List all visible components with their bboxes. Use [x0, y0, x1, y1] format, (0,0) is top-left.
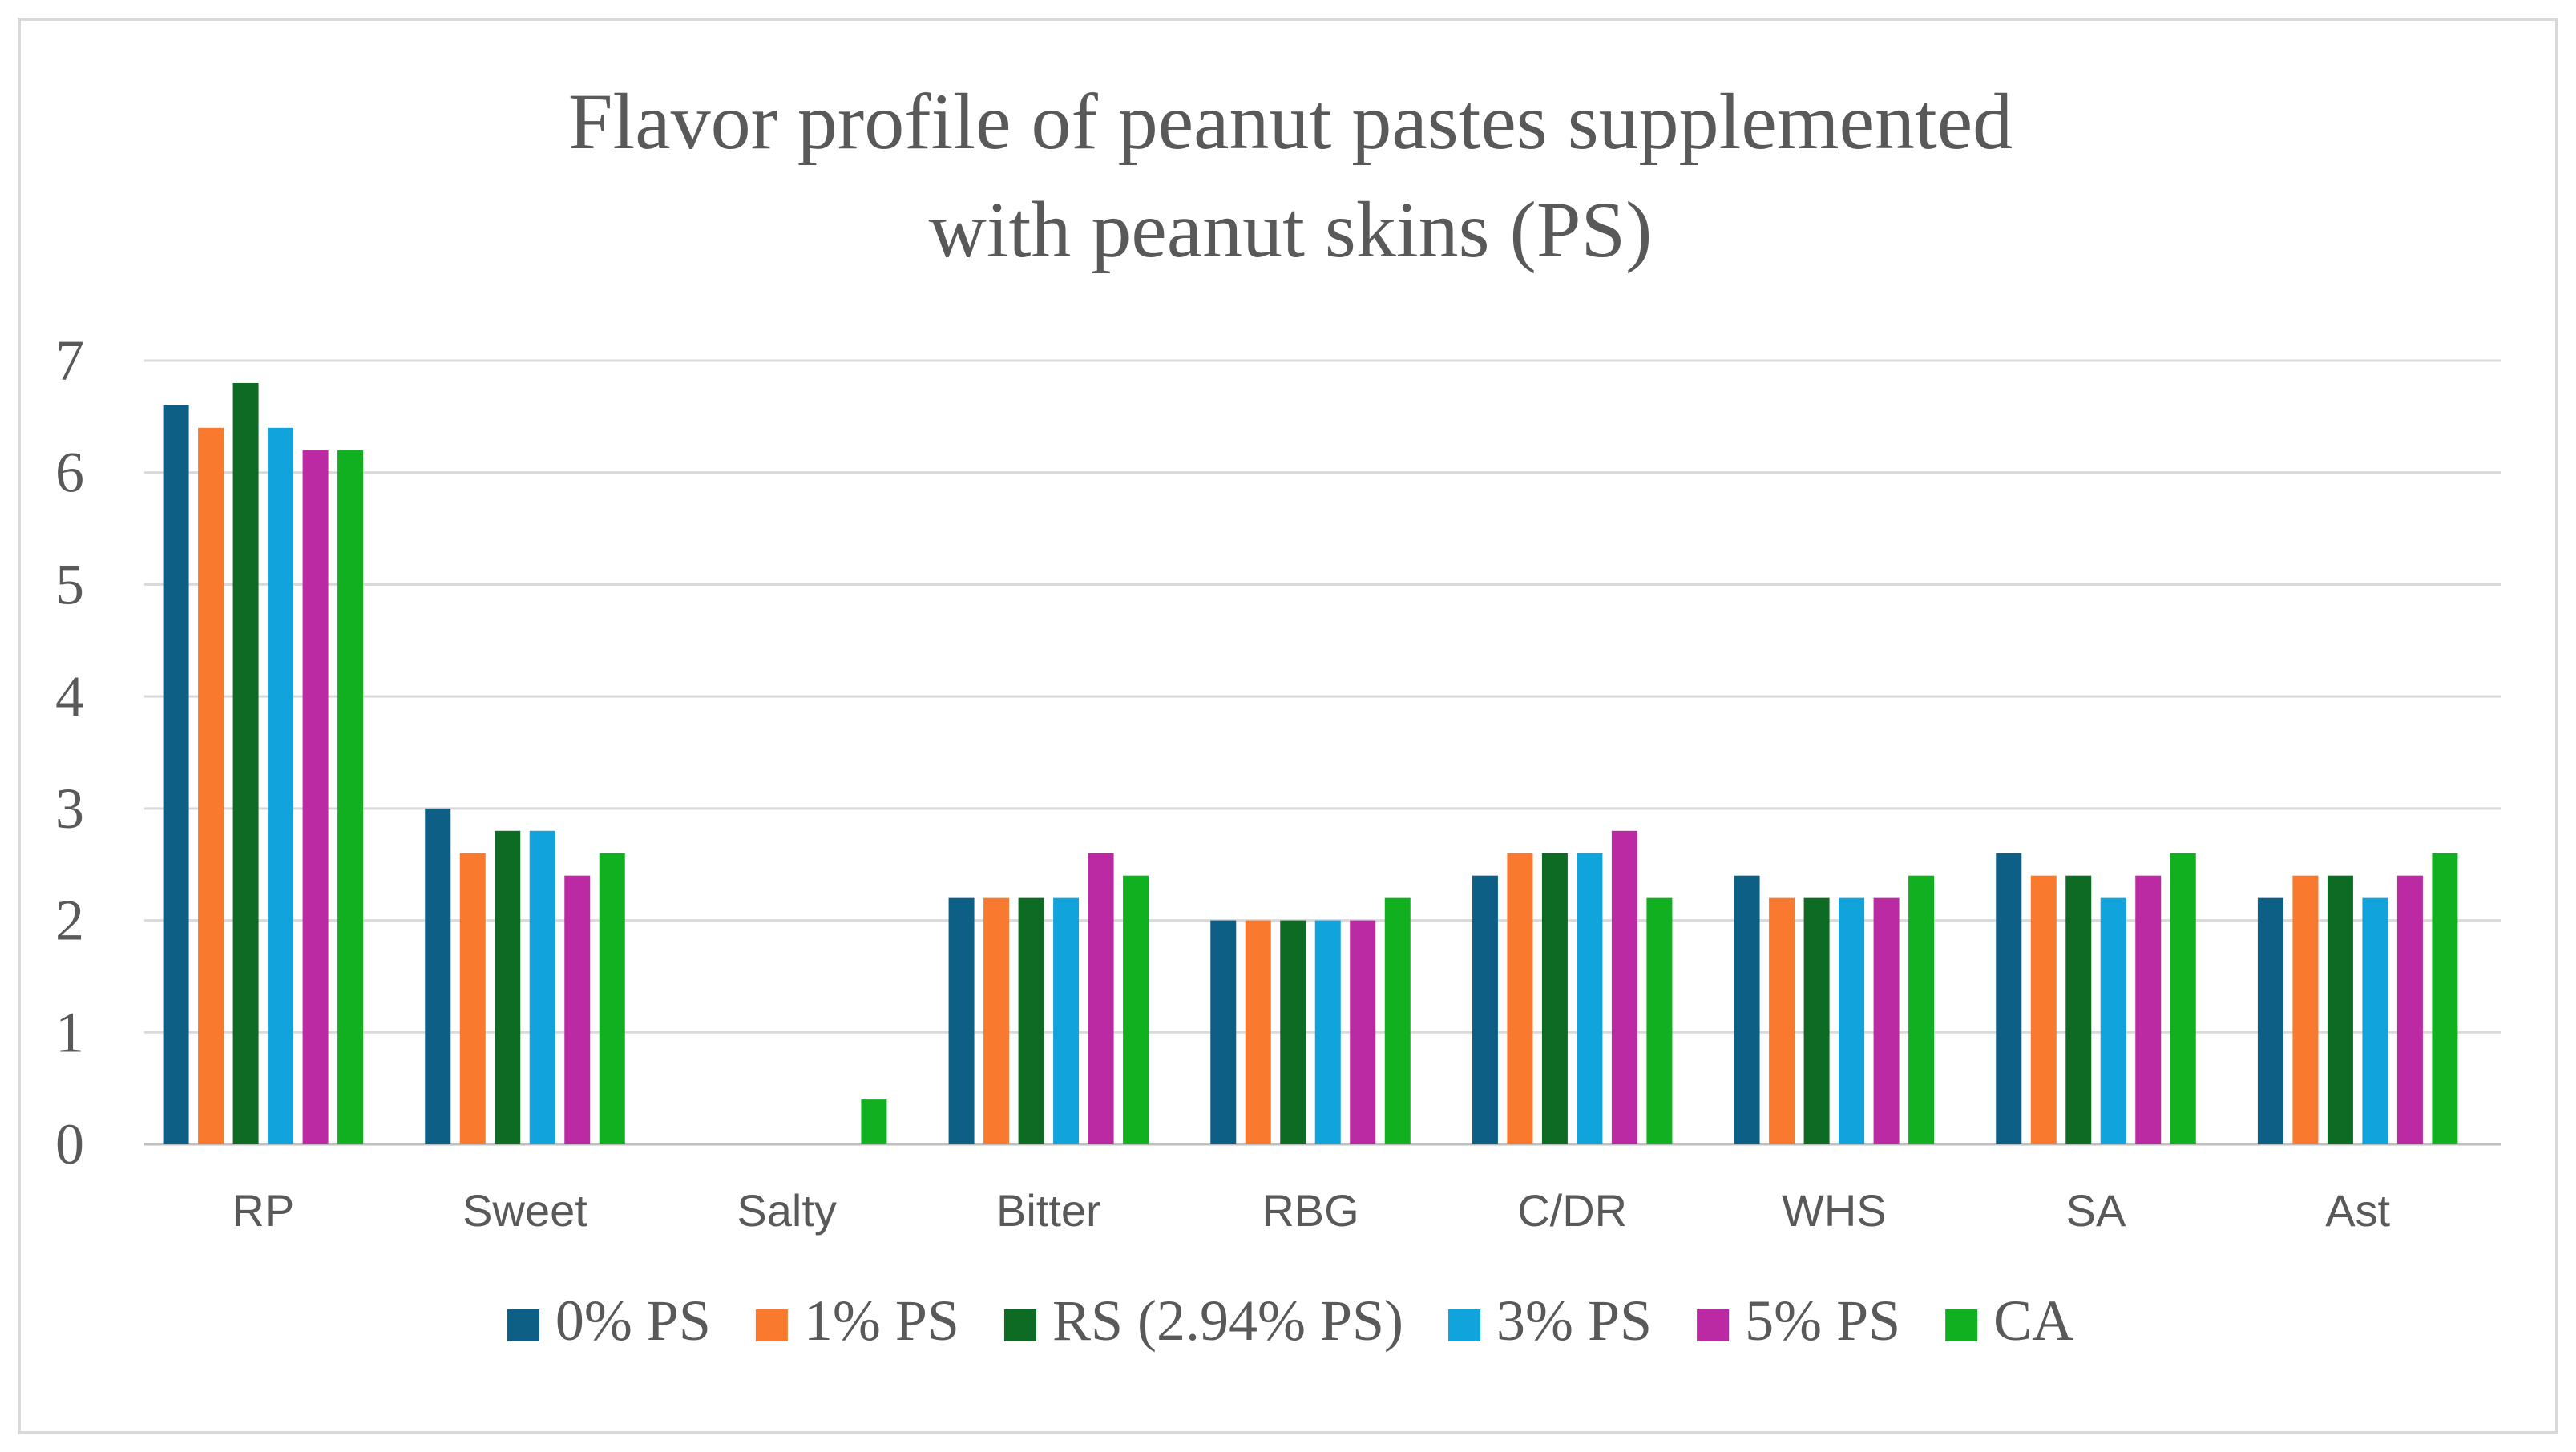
bar-sweet-series-2 [495, 830, 521, 1144]
x-tick-label: Ast [2325, 1185, 2390, 1236]
bar-c-dr-series-0 [1472, 875, 1498, 1144]
bar-rbg-series-2 [1280, 920, 1306, 1144]
bar-c-dr-series-2 [1541, 853, 1568, 1144]
bar-sweet-series-1 [459, 853, 486, 1144]
bar-c-dr-series-3 [1577, 853, 1603, 1144]
bar-sa-series-1 [2030, 875, 2057, 1144]
legend-swatch [1697, 1309, 1730, 1341]
bar-bitter-series-4 [1088, 853, 1114, 1144]
legend-swatch [1003, 1309, 1036, 1341]
y-tick-label: 1 [55, 1000, 84, 1064]
legend-swatch [1448, 1309, 1481, 1341]
bar-ast-series-5 [2432, 853, 2458, 1144]
bar-rbg-series-5 [1384, 897, 1411, 1144]
chart-title: Flavor profile of peanut pastes suppleme… [568, 77, 2013, 274]
bar-bitter-series-0 [948, 897, 975, 1144]
bar-ast-series-1 [2292, 875, 2319, 1144]
legend: 0% PS 1% PS RS (2.94% PS) 3% PS 5% PS CA [507, 1289, 2073, 1353]
bar-bitter-series-2 [1018, 897, 1044, 1144]
bar-sweet-series-4 [564, 875, 591, 1144]
y-tick-label: 0 [55, 1112, 84, 1176]
x-tick-label: RP [232, 1185, 294, 1236]
bar-sa-series-0 [1996, 853, 2022, 1144]
x-tick-label: Sweet [462, 1185, 587, 1236]
bar-rp-series-5 [337, 450, 364, 1144]
bar-ast-series-3 [2362, 897, 2388, 1144]
bar-rp-series-3 [268, 427, 294, 1144]
legend-label: 1% PS [804, 1289, 959, 1353]
legend-label: 5% PS [1745, 1289, 1900, 1353]
bar-rp-series-1 [198, 427, 224, 1144]
bar-salty-series-5 [861, 1099, 887, 1144]
bar-sa-series-3 [2100, 897, 2126, 1144]
bars [163, 382, 2458, 1144]
x-tick-label: RBG [1262, 1185, 1359, 1236]
bar-ast-series-2 [2327, 875, 2353, 1144]
bar-bitter-series-5 [1123, 875, 1149, 1144]
y-tick-label: 5 [55, 552, 84, 616]
bar-whs-series-0 [1734, 875, 1760, 1144]
x-tick-label: Salty [737, 1185, 837, 1236]
bar-whs-series-2 [1803, 897, 1830, 1144]
x-tick-label: Bitter [996, 1185, 1101, 1236]
bar-sa-series-4 [2135, 875, 2162, 1144]
bar-whs-series-4 [1873, 897, 1900, 1144]
y-tick-label: 6 [55, 441, 84, 505]
x-axis-ticks: RP Sweet Salty Bitter RBG C/DR WHS SA Ast [232, 1185, 2390, 1236]
legend-swatch [507, 1309, 539, 1341]
bar-rbg-series-1 [1245, 920, 1271, 1144]
x-tick-label: WHS [1782, 1185, 1887, 1236]
y-axis-ticks: 0 1 2 3 4 5 6 7 [55, 329, 84, 1176]
bar-whs-series-1 [1769, 897, 1795, 1144]
bar-rp-series-0 [163, 405, 189, 1144]
bar-sa-series-5 [2170, 853, 2196, 1144]
bar-sa-series-2 [2065, 875, 2092, 1144]
legend-label: 3% PS [1496, 1289, 1652, 1353]
legend-swatch [1945, 1309, 1978, 1341]
bar-rp-series-2 [232, 382, 259, 1144]
bar-c-dr-series-1 [1507, 853, 1533, 1144]
chart-frame [18, 18, 2558, 1434]
x-tick-label: C/DR [1517, 1185, 1627, 1236]
bar-rp-series-4 [302, 450, 329, 1144]
bar-c-dr-series-5 [1646, 897, 1673, 1144]
bar-bitter-series-1 [983, 897, 1010, 1144]
chart-title-line-1: Flavor profile of peanut pastes suppleme… [568, 77, 2013, 166]
bar-sweet-series-5 [599, 853, 625, 1144]
bar-c-dr-series-4 [1611, 830, 1637, 1144]
bar-rbg-series-0 [1210, 920, 1237, 1144]
bar-rbg-series-3 [1314, 920, 1341, 1144]
legend-label: RS (2.94% PS) [1052, 1289, 1403, 1353]
x-tick-label: SA [2066, 1185, 2126, 1236]
bar-bitter-series-3 [1053, 897, 1080, 1144]
y-tick-label: 4 [55, 664, 84, 728]
y-tick-label: 7 [55, 329, 84, 393]
y-tick-label: 2 [55, 889, 84, 953]
bar-whs-series-3 [1839, 897, 1865, 1144]
bar-whs-series-5 [1908, 875, 1935, 1144]
chart-title-line-2: with peanut skins (PS) [929, 185, 1653, 274]
legend-label: CA [1993, 1289, 2073, 1353]
bar-sweet-series-0 [425, 808, 451, 1144]
legend-label: 0% PS [555, 1289, 711, 1353]
bar-ast-series-0 [2257, 897, 2283, 1144]
bar-sweet-series-3 [529, 830, 555, 1144]
y-tick-label: 3 [55, 776, 84, 841]
bar-rbg-series-4 [1350, 920, 1376, 1144]
legend-swatch [755, 1309, 788, 1341]
bar-ast-series-4 [2396, 875, 2423, 1144]
